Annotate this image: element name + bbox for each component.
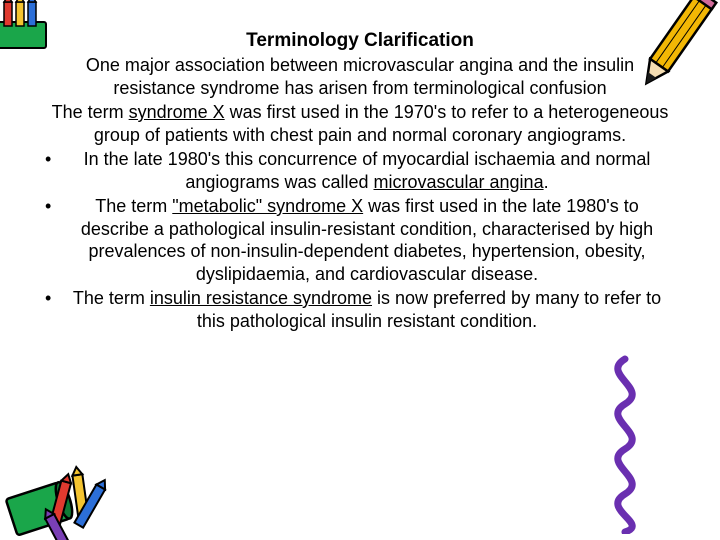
bullet-item: • The term "metabolic" syndrome X was fi… <box>45 195 675 285</box>
text: In the late 1980's this concurrence of m… <box>84 149 651 192</box>
bullet-item: • The term insulin resistance syndrome i… <box>45 287 675 332</box>
text: The term <box>95 196 172 216</box>
underline-term: insulin resistance syndrome <box>150 288 372 308</box>
paragraph-syndrome-x: The term syndrome X was first used in th… <box>45 101 675 146</box>
paragraph-intro: One major association between microvascu… <box>45 54 675 99</box>
bullet-text: The term insulin resistance syndrome is … <box>59 287 675 332</box>
bullet-text: In the late 1980's this concurrence of m… <box>59 148 675 193</box>
bullet-dot: • <box>45 195 59 218</box>
underline-term: syndrome X <box>129 102 225 122</box>
crayons-spilled-icon <box>0 426 130 540</box>
slide-body: One major association between microvascu… <box>45 54 675 332</box>
bullet-text: The term "metabolic" syndrome X was firs… <box>59 195 675 285</box>
slide: Terminology Clarification One major asso… <box>0 0 720 540</box>
text: The term <box>52 102 129 122</box>
slide-title: Terminology Clarification <box>45 30 675 52</box>
text: The term <box>73 288 150 308</box>
squiggle-icon <box>590 354 660 534</box>
bullet-item: • In the late 1980's this concurrence of… <box>45 148 675 193</box>
underline-term: "metabolic" syndrome X <box>172 196 363 216</box>
text: . <box>544 172 549 192</box>
underline-term: microvascular angina <box>374 172 544 192</box>
bullet-dot: • <box>45 148 59 171</box>
bullet-dot: • <box>45 287 59 310</box>
